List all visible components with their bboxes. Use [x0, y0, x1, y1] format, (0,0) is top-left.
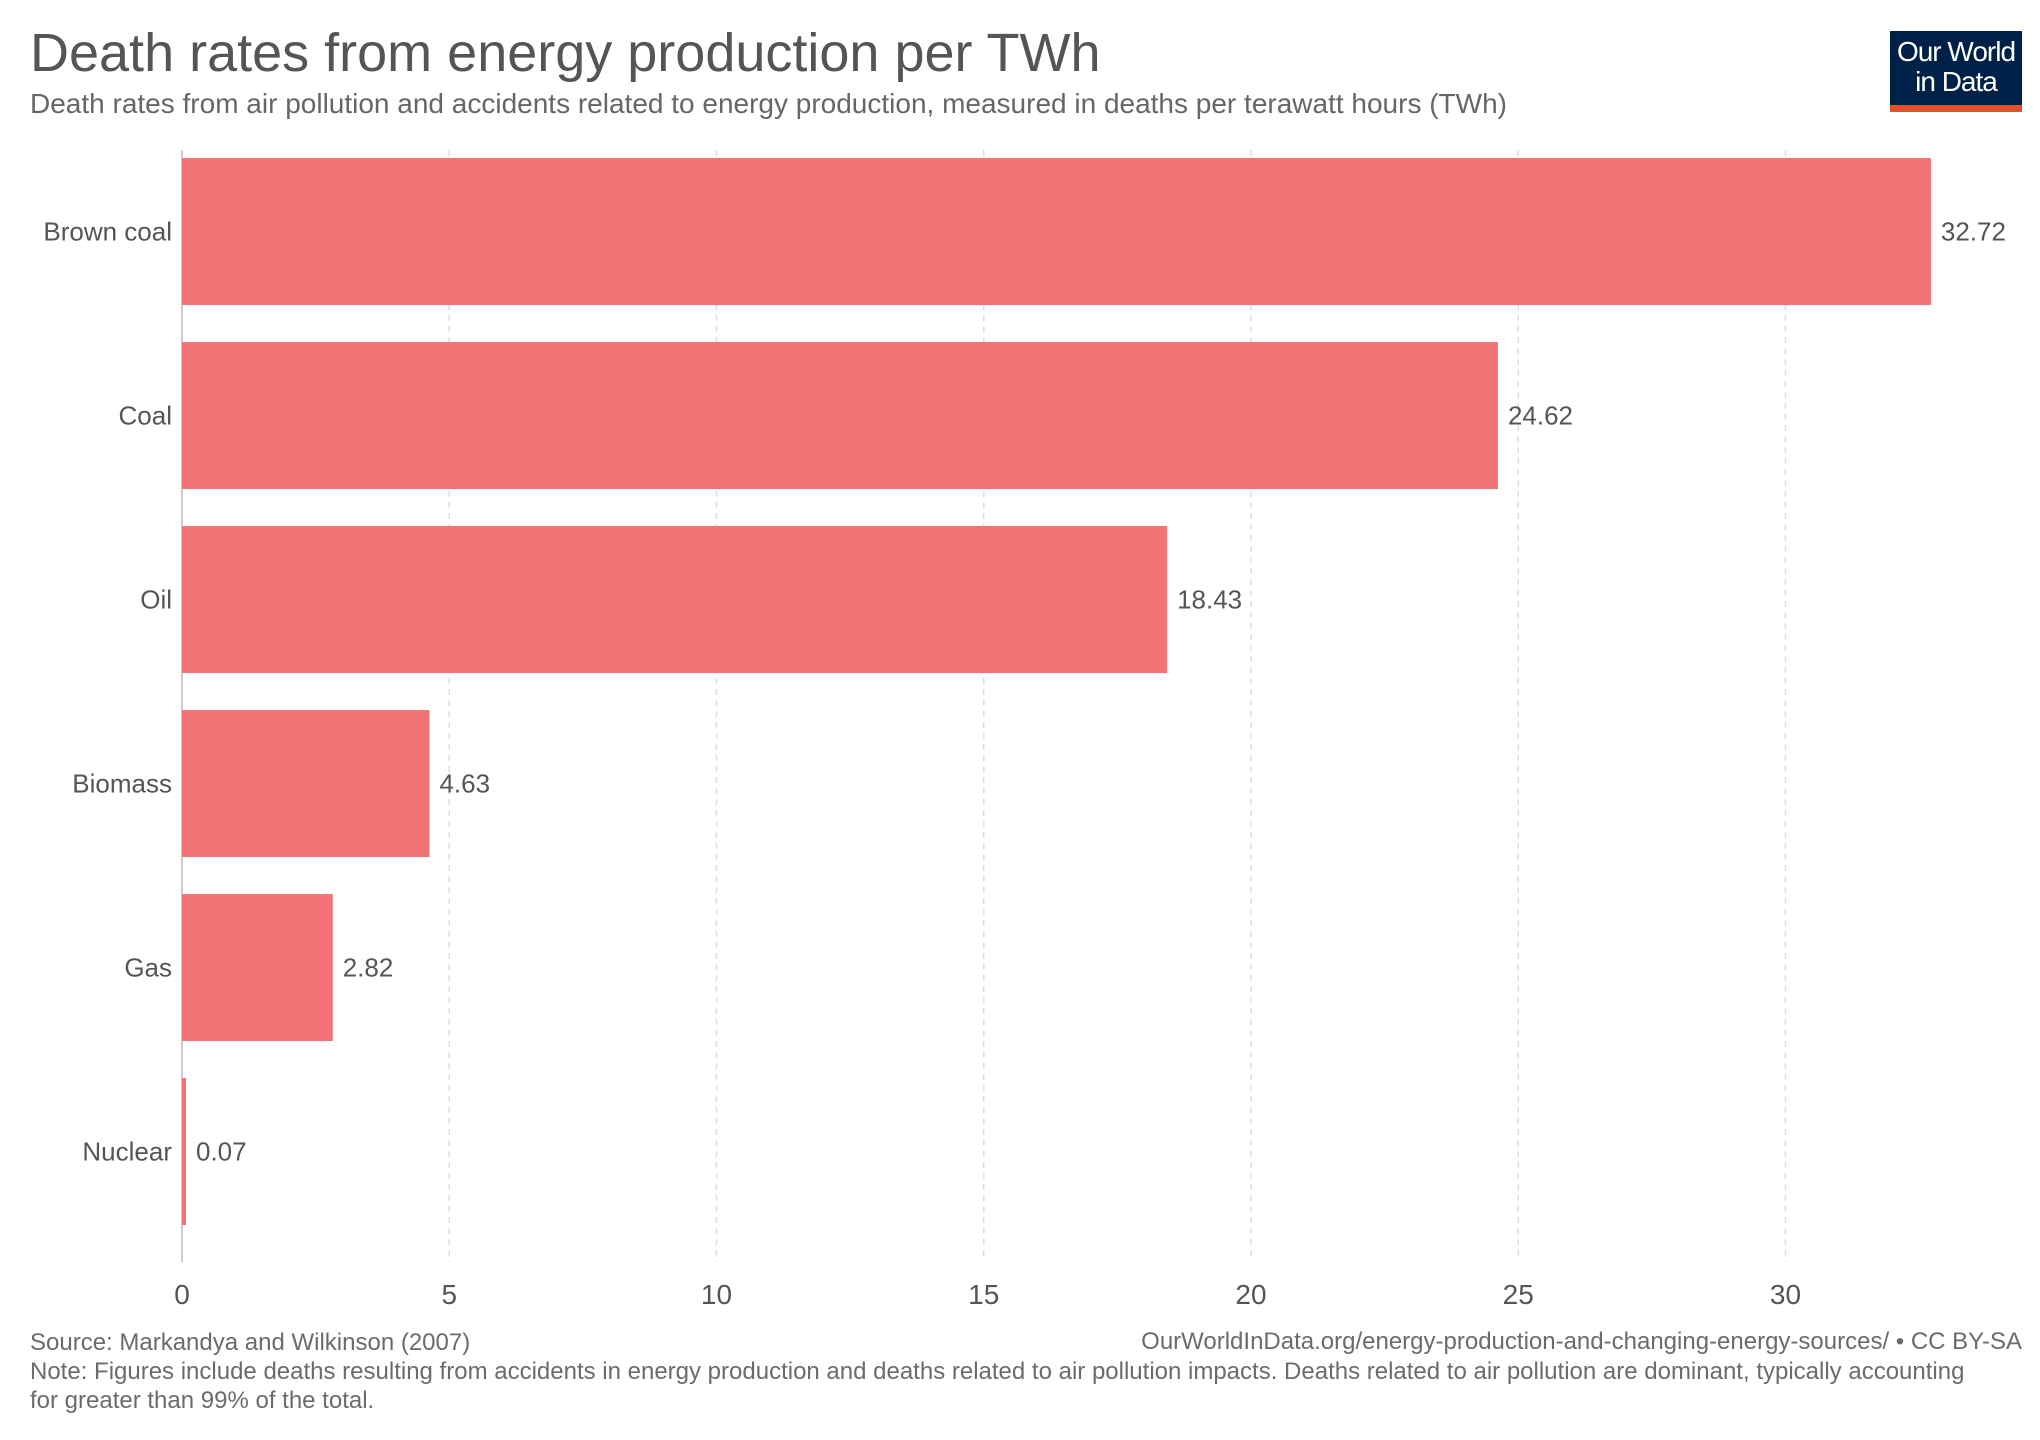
value-label: 32.72: [1941, 217, 2006, 247]
bar-chart: 0 5 10 15 20 25 30 Brown coal 32.72 Coal 24.62 Oil 1…: [43, 150, 2006, 1310]
logo-line-1: Our World: [1896, 36, 2016, 67]
category-label: Biomass: [72, 769, 172, 799]
x-tick-label: 0: [174, 1279, 190, 1310]
source-text: Source: Markandya and Wilkinson (2007): [30, 1329, 471, 1356]
x-tick-label: 10: [701, 1279, 732, 1310]
chart-subtitle: Death rates from air pollution and accid…: [30, 88, 1507, 119]
category-label: Nuclear: [82, 1137, 172, 1167]
category-label: Oil: [140, 585, 172, 615]
value-label: 2.82: [343, 953, 394, 983]
bar[interactable]: [182, 342, 1498, 489]
value-label: 24.62: [1508, 401, 1573, 431]
bar[interactable]: [182, 894, 333, 1041]
bar[interactable]: [182, 526, 1168, 673]
x-tick-label: 20: [1235, 1279, 1266, 1310]
source-url[interactable]: OurWorldInData.org/energy-production-and…: [1141, 1328, 2022, 1355]
category-label: Coal: [119, 401, 172, 431]
logo-line-2: in Data: [1915, 66, 1998, 97]
value-label: 4.63: [439, 769, 490, 799]
bar[interactable]: [182, 158, 1931, 305]
chart-title: Death rates from energy production per T…: [30, 23, 1101, 83]
owid-logo[interactable]: Our World in Data: [1890, 31, 2022, 112]
value-label: 18.43: [1177, 585, 1242, 615]
x-tick-label: 25: [1503, 1279, 1534, 1310]
x-tick-label: 5: [441, 1279, 457, 1310]
bar[interactable]: [182, 710, 430, 857]
value-label: 0.07: [196, 1137, 247, 1167]
x-tick-label: 15: [968, 1279, 999, 1310]
note-text: Note: Figures include deaths resulting f…: [30, 1358, 1965, 1414]
category-label: Gas: [124, 953, 172, 983]
category-label: Brown coal: [43, 217, 172, 247]
bar[interactable]: [182, 1078, 186, 1225]
x-tick-label: 30: [1770, 1279, 1801, 1310]
